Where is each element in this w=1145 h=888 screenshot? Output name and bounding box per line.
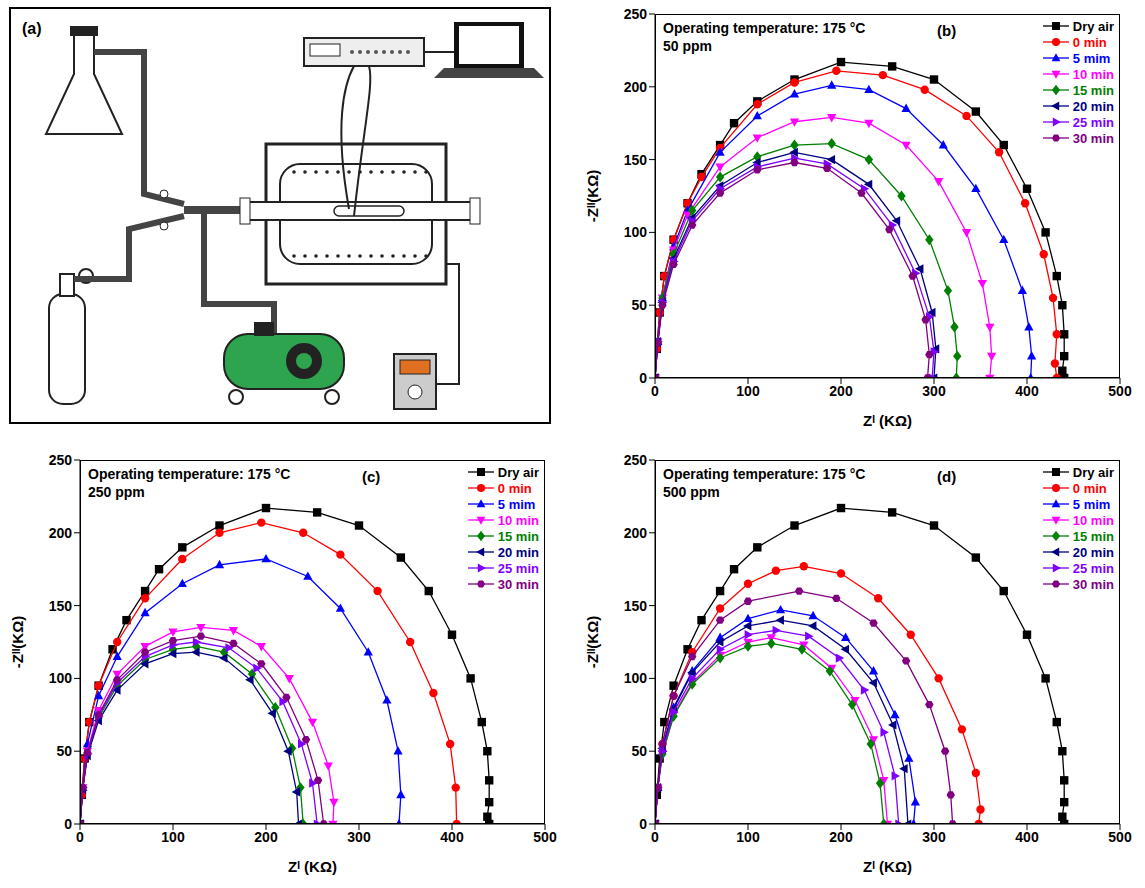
- html-text:Operating temperature: 175 °C: Operating temperature: 175 °C: [88, 466, 291, 482]
- html-text:15 min: 15 min: [497, 528, 539, 544]
- svg-text:0: 0: [639, 370, 647, 386]
- svg-text:300: 300: [347, 829, 371, 845]
- html-text:30 min: 30 min: [497, 576, 539, 592]
- svg-text:150: 150: [624, 598, 648, 614]
- svg-text:500: 500: [1108, 383, 1132, 399]
- html-text:10 min: 10 min: [1072, 66, 1114, 82]
- html-text:0 min: 0 min: [1072, 480, 1107, 496]
- html-text:0 min: 0 min: [497, 480, 532, 496]
- svg-text:150: 150: [49, 598, 73, 614]
- html-text:10 min: 10 min: [1072, 512, 1114, 528]
- html-text:0 min: 0 min: [1072, 34, 1107, 50]
- svg-text:400: 400: [1015, 383, 1039, 399]
- html-text:25 min: 25 min: [1072, 114, 1114, 130]
- svg-text:250: 250: [624, 6, 648, 22]
- svg-text:300: 300: [922, 383, 946, 399]
- svg-text:250: 250: [624, 452, 648, 468]
- html-text:250 ppm: 250 ppm: [88, 484, 145, 500]
- html-text:30 min: 30 min: [1072, 576, 1114, 592]
- svg-text:200: 200: [624, 525, 648, 541]
- svg-text:-Zᴵᴵ(KΩ): -Zᴵᴵ(KΩ): [584, 616, 601, 668]
- html-text:50 ppm: 50 ppm: [663, 38, 712, 54]
- svg-text:400: 400: [1015, 829, 1039, 845]
- html-text:Dry air: Dry air: [1072, 18, 1114, 34]
- svg-text:50: 50: [631, 743, 647, 759]
- html-text:25 min: 25 min: [1072, 560, 1114, 576]
- svg-text:0: 0: [64, 816, 72, 832]
- svg-text:200: 200: [829, 383, 853, 399]
- svg-text:300: 300: [922, 829, 946, 845]
- svg-text:-Zᴵᴵ(KΩ): -Zᴵᴵ(KΩ): [9, 616, 26, 668]
- html-text:5 mim: 5 mim: [1072, 496, 1111, 512]
- svg-text:100: 100: [736, 383, 760, 399]
- svg-text:200: 200: [49, 525, 73, 541]
- svg-text:50: 50: [56, 743, 72, 759]
- svg-text:0: 0: [651, 383, 659, 399]
- html-text:20 min: 20 min: [1072, 98, 1114, 114]
- svg-text:100: 100: [624, 224, 648, 240]
- html-text:Operating temperature: 175 °C: Operating temperature: 175 °C: [663, 466, 866, 482]
- svg-text:400: 400: [440, 829, 464, 845]
- html-text:(b): (b): [937, 22, 957, 39]
- svg-text:150: 150: [624, 152, 648, 168]
- svg-text:-Zᴵᴵ(KΩ): -Zᴵᴵ(KΩ): [584, 170, 601, 222]
- svg-text:100: 100: [624, 670, 648, 686]
- svg-text:Zᴵ (KΩ): Zᴵ (KΩ): [288, 858, 337, 875]
- svg-text:200: 200: [624, 79, 648, 95]
- svg-text:250: 250: [49, 452, 73, 468]
- svg-text:100: 100: [49, 670, 73, 686]
- html-text:Dry air: Dry air: [497, 464, 539, 480]
- html-text:30 min: 30 min: [1072, 130, 1114, 146]
- svg-text:500: 500: [1108, 829, 1132, 845]
- html-text:15 min: 15 min: [1072, 528, 1114, 544]
- html-text:20 min: 20 min: [497, 544, 539, 560]
- html-text:15 min: 15 min: [1072, 82, 1114, 98]
- svg-text:500: 500: [533, 829, 557, 845]
- svg-text:(a): (a): [22, 20, 42, 37]
- svg-text:Zᴵ (KΩ): Zᴵ (KΩ): [863, 858, 912, 875]
- svg-text:200: 200: [254, 829, 278, 845]
- html-text:5 mim: 5 mim: [497, 496, 536, 512]
- svg-text:50: 50: [631, 297, 647, 313]
- svg-text:0: 0: [651, 829, 659, 845]
- svg-text:100: 100: [161, 829, 185, 845]
- html-text:(d): (d): [937, 468, 957, 485]
- html-text:Dry air: Dry air: [1072, 464, 1114, 480]
- svg-text:200: 200: [829, 829, 853, 845]
- svg-text:100: 100: [736, 829, 760, 845]
- html-text:5 mim: 5 mim: [1072, 50, 1111, 66]
- html-text:10 min: 10 min: [497, 512, 539, 528]
- html-text:Operating temperature: 175 °C: Operating temperature: 175 °C: [663, 20, 866, 36]
- html-text:500 ppm: 500 ppm: [663, 484, 720, 500]
- svg-text:0: 0: [639, 816, 647, 832]
- html-text:20 min: 20 min: [1072, 544, 1114, 560]
- html-text:25 min: 25 min: [497, 560, 539, 576]
- html-text:(c): (c): [362, 468, 381, 485]
- svg-text:0: 0: [76, 829, 84, 845]
- svg-text:Zᴵ (KΩ): Zᴵ (KΩ): [863, 412, 912, 429]
